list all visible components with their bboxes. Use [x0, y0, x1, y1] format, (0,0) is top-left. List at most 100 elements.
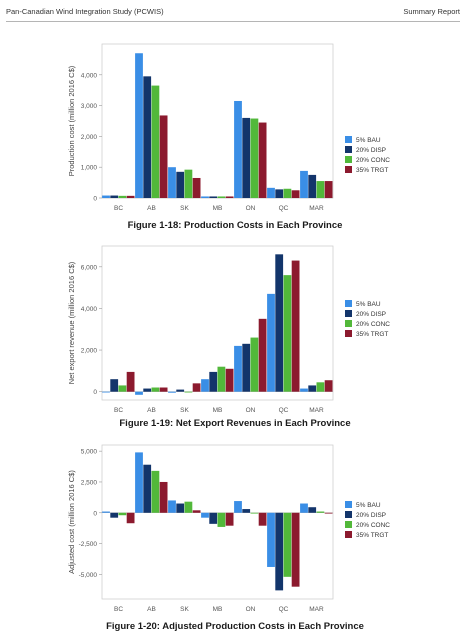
- bar: [275, 512, 284, 591]
- y-tick-label: -5,000: [79, 572, 98, 579]
- bar: [225, 196, 234, 198]
- figure-caption: Figure 1-20: Adjusted Production Costs i…: [106, 621, 364, 632]
- x-tick-label: BC: [114, 606, 123, 613]
- bar: [192, 510, 201, 513]
- bar: [135, 53, 143, 199]
- bar: [291, 260, 300, 392]
- bar: [184, 169, 193, 198]
- legend-label: 5% BAU: [356, 301, 381, 308]
- bar: [176, 171, 185, 198]
- chart-production-costs: 0 1,000 2,000 3,000 4,000 Production cost (mi…: [67, 43, 390, 212]
- bar: [242, 117, 251, 198]
- bar: [291, 512, 300, 587]
- x-tick-label: ON: [246, 205, 256, 212]
- bar: [258, 512, 267, 526]
- figure-production-costs: 0 1,000 2,000 3,000 4,000 Production cost (mi…: [0, 36, 470, 236]
- y-tick-label: 0: [93, 196, 97, 203]
- x-tick-label: SK: [180, 606, 189, 613]
- bar: [201, 379, 209, 392]
- figure-adjusted-production-costs: 5,000 2,500 0 -2,500 -5,000 Adjusted cost (mi…: [0, 437, 470, 640]
- y-axis-label: Production cost (million 2016 C$): [67, 65, 76, 176]
- bar: [201, 512, 209, 518]
- x-tick-label: SK: [180, 407, 189, 414]
- document-title: Pan-Canadian Wind Integration Study (PCW…: [6, 7, 164, 16]
- x-tick-label: BC: [114, 205, 123, 212]
- bar: [102, 391, 110, 393]
- x-tick-label: AB: [147, 205, 156, 212]
- bar: [126, 371, 135, 392]
- x-tick-label: QC: [279, 407, 289, 414]
- bar: [275, 189, 284, 198]
- bar: [316, 382, 325, 392]
- y-tick-label: 3,000: [81, 103, 98, 110]
- bar: [176, 503, 185, 513]
- bar: [192, 383, 201, 392]
- bar: [209, 371, 218, 392]
- bar: [267, 187, 275, 198]
- bar: [118, 512, 127, 516]
- y-tick-label: 5,000: [81, 449, 98, 456]
- legend-swatch: [345, 156, 352, 163]
- bar: [283, 188, 292, 198]
- bar: [225, 368, 234, 392]
- bar: [242, 343, 251, 392]
- bar: [159, 387, 168, 392]
- y-tick-label: 2,000: [81, 348, 98, 355]
- y-tick-label: 2,500: [81, 479, 98, 486]
- bar: [126, 512, 135, 524]
- page-header: Pan-Canadian Wind Integration Study (PCW…: [0, 0, 470, 22]
- bar: [118, 385, 127, 392]
- legend-label: 20% CONC: [356, 157, 390, 164]
- bar: [308, 385, 317, 392]
- bar: [168, 391, 176, 393]
- bar: [102, 195, 110, 198]
- figure-net-export-revenues: 0 2,000 4,000 6,000 Net export revenue (mill…: [0, 240, 470, 440]
- bar: [308, 507, 317, 513]
- y-tick-label: 2,000: [81, 134, 98, 141]
- legend-label: 35% TRGT: [356, 532, 388, 539]
- bar: [217, 196, 226, 198]
- bar: [110, 512, 119, 518]
- bar: [209, 196, 218, 198]
- legend-label: 5% BAU: [356, 502, 381, 509]
- bar: [176, 389, 185, 392]
- bar: [316, 511, 325, 513]
- legend-swatch: [345, 166, 352, 173]
- bar: [275, 254, 284, 392]
- x-tick-label: SK: [180, 205, 189, 212]
- legend-swatch: [345, 320, 352, 327]
- bar: [151, 85, 160, 198]
- bar: [159, 481, 168, 513]
- x-tick-label: MAR: [309, 205, 324, 212]
- legend-swatch: [345, 330, 352, 337]
- bar: [184, 391, 193, 393]
- x-tick-label: MB: [213, 205, 223, 212]
- legend-swatch: [345, 521, 352, 528]
- y-axis-label: Net export revenue (million 2016 C$): [67, 261, 76, 384]
- x-tick-label: BC: [114, 407, 123, 414]
- legend-swatch: [345, 511, 352, 518]
- legend-swatch: [345, 531, 352, 538]
- bar: [143, 388, 152, 392]
- bar: [209, 512, 218, 524]
- bar: [324, 380, 333, 392]
- bar: [110, 379, 119, 392]
- bar: [324, 512, 333, 514]
- bar: [300, 170, 308, 198]
- bar: [300, 388, 308, 392]
- section-title: Summary Report: [403, 7, 460, 16]
- y-tick-label: -2,500: [79, 541, 98, 548]
- bar: [283, 512, 292, 577]
- bar: [217, 366, 226, 392]
- legend-label: 5% BAU: [356, 137, 381, 144]
- legend-swatch: [345, 501, 352, 508]
- legend-swatch: [345, 136, 352, 143]
- bar: [168, 167, 176, 198]
- bar: [234, 100, 242, 198]
- plot-frame: [101, 444, 334, 600]
- bar: [283, 275, 292, 392]
- bar: [135, 391, 143, 395]
- legend-label: 20% DISP: [356, 147, 386, 154]
- x-tick-label: AB: [147, 606, 156, 613]
